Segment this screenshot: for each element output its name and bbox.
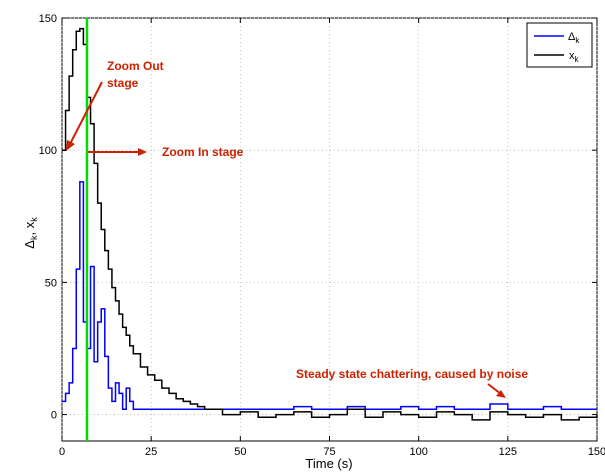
legend-label-delta-main: Δ — [568, 31, 576, 43]
annotation-steady-state-arrow — [487, 383, 502, 395]
legend-label-x-main: x — [569, 50, 575, 62]
legend: Δk xk — [526, 22, 593, 68]
legend-label-x: xk — [569, 50, 580, 64]
x-tick-label: 125 — [499, 446, 517, 458]
legend-box — [526, 22, 593, 68]
annotation-zoom-in-arrowhead — [138, 148, 147, 156]
legend-label-x-sub: k — [575, 55, 580, 64]
x-tick-label: 25 — [145, 446, 157, 458]
y-axis-label-sub1: k — [29, 235, 39, 240]
ticks: 0 25 50 75 100 125 150 0 50 100 150 — [39, 13, 605, 458]
x-tick-label: 150 — [588, 446, 605, 458]
x-tick-label: 50 — [234, 446, 246, 458]
annotation-zoom-out: Zoom Out stage — [66, 59, 164, 151]
annotation-zoom-out-arrowhead — [66, 140, 75, 151]
y-axis-label: Δk, xk — [22, 217, 39, 249]
annotation-zoom-in-label: Zoom In stage — [162, 145, 244, 159]
annotation-zoom-out-line2: stage — [107, 76, 139, 90]
y-tick-label: 150 — [39, 13, 57, 25]
annotation-steady-state-label: Steady state chattering, caused by noise — [296, 367, 528, 381]
x-tick-label: 75 — [323, 446, 335, 458]
annotation-steady-state: Steady state chattering, caused by noise — [296, 367, 528, 398]
x-tick-label: 100 — [409, 446, 427, 458]
y-axis-label-x: , x — [22, 221, 37, 235]
legend-label-delta-sub: k — [575, 36, 580, 45]
series-line-x — [62, 27, 598, 421]
grid — [61, 17, 598, 441]
y-axis-label-delta: Δ — [22, 240, 37, 249]
x-tick-label: 0 — [59, 446, 65, 458]
x-axis-label: Time (s) — [305, 456, 352, 471]
y-tick-label: 100 — [39, 145, 57, 157]
annotation-zoom-out-arrow — [69, 81, 103, 145]
annotation-zoom-in: Zoom In stage — [88, 145, 244, 159]
annotation-zoom-out-line1: Zoom Out — [107, 59, 164, 73]
legend-label-delta: Δk — [568, 31, 580, 45]
annotation-steady-state-arrowhead — [496, 390, 506, 398]
y-tick-label: 50 — [45, 277, 57, 289]
y-tick-label: 0 — [51, 410, 57, 422]
y-axis-label-sub2: k — [29, 217, 39, 222]
